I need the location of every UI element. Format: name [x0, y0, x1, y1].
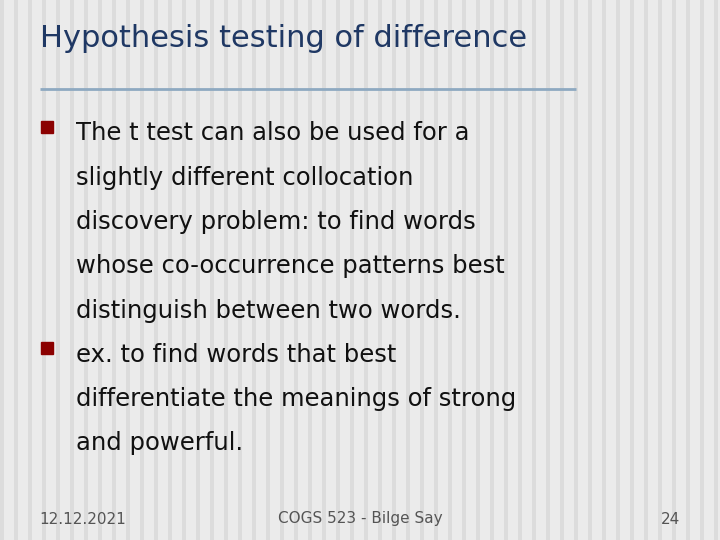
Bar	[56, 0, 60, 540]
Bar	[434, 0, 438, 540]
Bar	[168, 0, 172, 540]
Bar	[406, 0, 410, 540]
Text: 24: 24	[661, 511, 680, 526]
Text: 12.12.2021: 12.12.2021	[40, 511, 126, 526]
Text: distinguish between two words.: distinguish between two words.	[76, 299, 461, 322]
Bar	[98, 0, 102, 540]
Bar	[532, 0, 536, 540]
Bar	[336, 0, 340, 540]
Bar	[588, 0, 592, 540]
Bar	[28, 0, 32, 540]
Bar	[84, 0, 88, 540]
Bar	[364, 0, 368, 540]
Bar	[672, 0, 676, 540]
Bar	[70, 0, 74, 540]
Bar	[322, 0, 326, 540]
Bar	[140, 0, 144, 540]
Text: differentiate the meanings of strong: differentiate the meanings of strong	[76, 387, 516, 411]
Bar	[714, 0, 718, 540]
Bar	[686, 0, 690, 540]
Bar	[126, 0, 130, 540]
Text: The t test can also be used for a: The t test can also be used for a	[76, 122, 469, 145]
Bar	[210, 0, 214, 540]
Bar	[658, 0, 662, 540]
Bar	[476, 0, 480, 540]
Bar	[574, 0, 578, 540]
Bar	[504, 0, 508, 540]
Bar	[266, 0, 270, 540]
Text: slightly different collocation: slightly different collocation	[76, 166, 413, 190]
Bar	[378, 0, 382, 540]
Bar	[630, 0, 634, 540]
Bar	[518, 0, 522, 540]
Bar	[252, 0, 256, 540]
Bar	[224, 0, 228, 540]
Bar	[448, 0, 452, 540]
Bar	[490, 0, 494, 540]
Bar	[462, 0, 466, 540]
Text: and powerful.: and powerful.	[76, 431, 243, 455]
Bar	[546, 0, 550, 540]
Bar	[196, 0, 200, 540]
Bar	[644, 0, 648, 540]
Bar	[616, 0, 620, 540]
Bar	[420, 0, 424, 540]
Bar	[280, 0, 284, 540]
Text: ex. to find words that best: ex. to find words that best	[76, 343, 396, 367]
Bar	[42, 0, 46, 540]
Bar	[238, 0, 242, 540]
Text: whose co-occurrence patterns best: whose co-occurrence patterns best	[76, 254, 504, 278]
Bar	[602, 0, 606, 540]
Bar	[294, 0, 298, 540]
Bar	[308, 0, 312, 540]
Bar	[14, 0, 18, 540]
Bar	[350, 0, 354, 540]
Bar	[700, 0, 704, 540]
Bar	[392, 0, 396, 540]
Bar	[112, 0, 116, 540]
Bar	[154, 0, 158, 540]
Text: discovery problem: to find words: discovery problem: to find words	[76, 210, 475, 234]
Bar	[0, 0, 4, 540]
Bar	[182, 0, 186, 540]
Bar	[560, 0, 564, 540]
Text: COGS 523 - Bilge Say: COGS 523 - Bilge Say	[278, 511, 442, 526]
Text: Hypothesis testing of difference: Hypothesis testing of difference	[40, 24, 527, 53]
